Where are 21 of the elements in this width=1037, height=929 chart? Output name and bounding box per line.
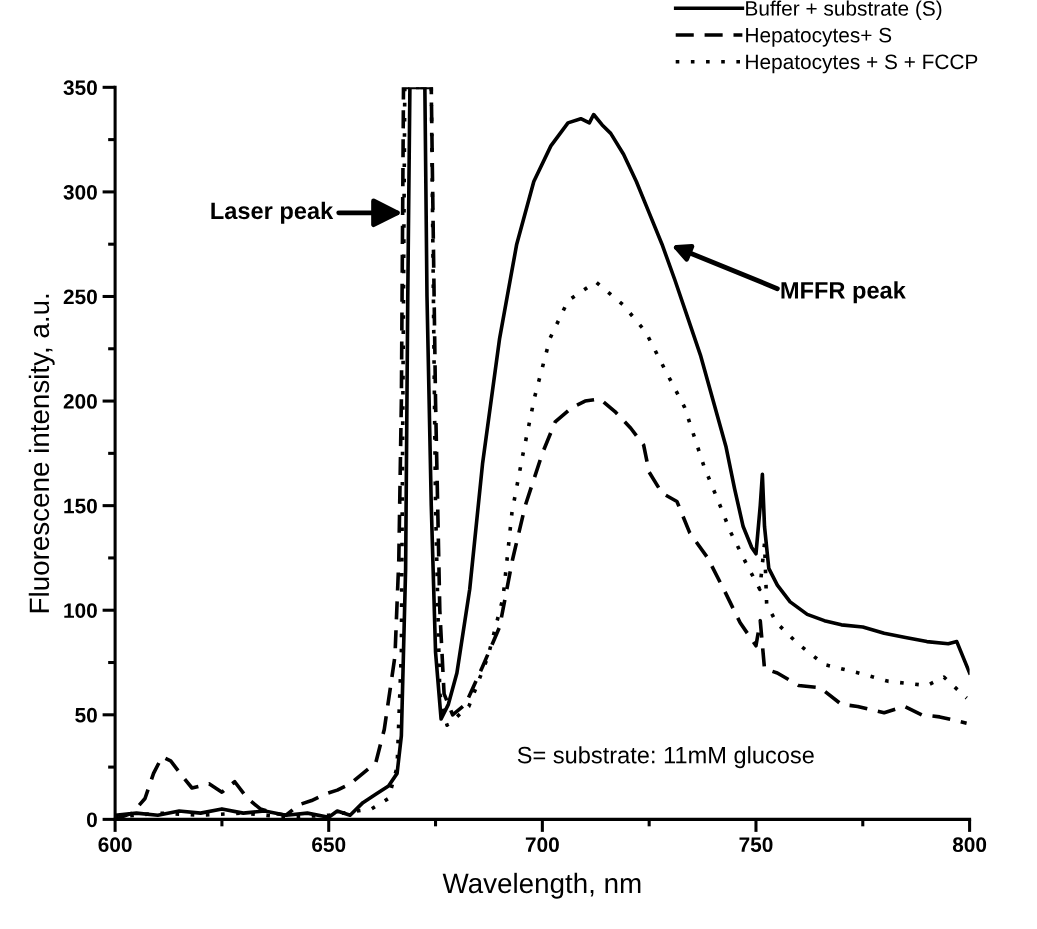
y-tick-label: 100 xyxy=(64,603,97,618)
x-tick-label: 800 xyxy=(952,837,987,853)
y-axis-title: Fluorescene intensity, a.u. xyxy=(28,294,55,613)
y-tick-label: 300 xyxy=(63,184,97,200)
annotation: MFFR peak xyxy=(781,281,906,304)
x-tick-label: 600 xyxy=(98,837,132,853)
x-axis-title: Wavelength, nm xyxy=(442,872,641,899)
legend-label: Hepatocytes + S + FCCP xyxy=(746,54,978,74)
y-tick-label: 50 xyxy=(75,707,97,723)
y-tick-label: 0 xyxy=(86,812,97,828)
y-tick-label: 250 xyxy=(63,289,97,305)
x-tick-label: 700 xyxy=(525,837,559,853)
legend-label: Hepatocytes+ S xyxy=(746,27,892,47)
x-tick-label: 750 xyxy=(739,837,773,853)
y-tick-label: 200 xyxy=(63,394,97,409)
y-tick-label: 150 xyxy=(64,498,97,514)
annotation: Laser peak xyxy=(211,201,334,224)
y-tick-label: 350 xyxy=(63,80,97,96)
annotation: S= substrate: 11mM glucose xyxy=(517,746,814,769)
legend-label: Buffer + substrate (S) xyxy=(746,0,942,20)
x-tick-label: 650 xyxy=(312,837,346,853)
